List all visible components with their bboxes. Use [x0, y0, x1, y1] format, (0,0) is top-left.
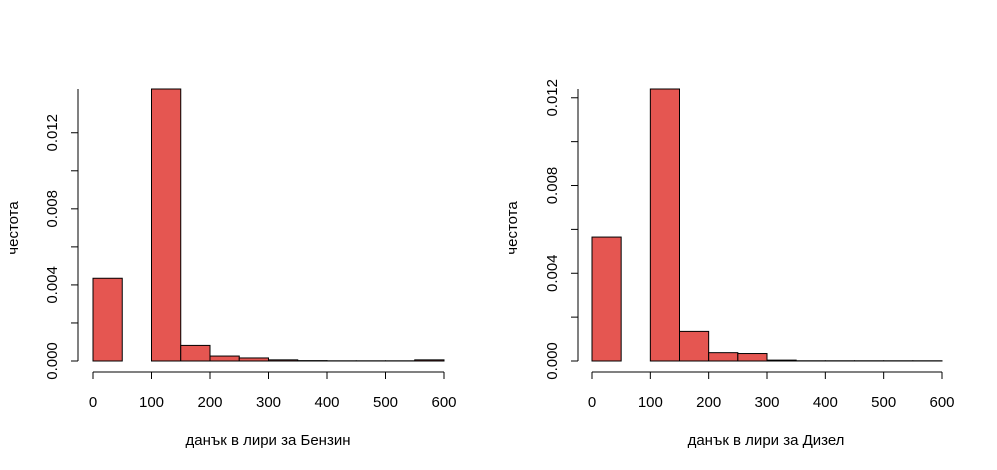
histogram-panel-1: 0 100 200 300 400 500 600 0.000 0.004 0.008 0.012… — [5, 88, 457, 449]
y-tick-label: 0.012 — [544, 79, 561, 117]
y-tick-label: 0.004 — [544, 254, 561, 292]
x-tick-label: 600 — [431, 394, 456, 411]
histogram-bar — [151, 88, 182, 362]
y-axis-title: честота — [5, 201, 22, 255]
x-tick-label: 100 — [638, 394, 663, 411]
histogram-bar — [649, 88, 680, 362]
y-tick-label: 0.008 — [44, 190, 61, 228]
histogram-bar — [737, 353, 768, 362]
y-tick-label: 0.004 — [44, 266, 61, 304]
histogram-bar — [180, 344, 211, 362]
histogram-bar — [92, 277, 123, 362]
x-tick-label: 100 — [139, 394, 164, 411]
x-axis-title: данък в лири за Бензин — [185, 432, 350, 449]
y-tick-label: 0.012 — [44, 114, 61, 152]
x-tick-label: 0 — [89, 394, 97, 411]
x-tick-label: 300 — [256, 394, 281, 411]
x-axis: 0 100 200 300 400 500 600 — [89, 371, 457, 411]
x-tick-label: 200 — [197, 394, 222, 411]
x-tick-label: 600 — [929, 394, 954, 411]
histogram-bars — [92, 88, 445, 362]
x-axis-title: данък в лири за Дизел — [688, 432, 845, 449]
histogram-bar — [766, 359, 797, 362]
histogram-bar — [679, 330, 710, 362]
histogram-bars — [591, 88, 943, 362]
histogram-panel-2: 0 100 200 300 400 500 600 0.000 0.004 0.008 0.012… — [504, 79, 955, 449]
histogram-bar — [414, 359, 445, 362]
x-tick-label: 400 — [314, 394, 339, 411]
histogram-bar — [708, 352, 739, 362]
histogram-bar — [209, 355, 240, 362]
x-tick-label: 400 — [813, 394, 838, 411]
y-tick-label: 0.000 — [44, 342, 61, 380]
x-tick-label: 300 — [754, 394, 779, 411]
x-tick-label: 200 — [696, 394, 721, 411]
y-axis: 0.000 0.004 0.008 0.012 — [44, 89, 79, 380]
y-axis: 0.000 0.004 0.008 0.012 — [544, 79, 579, 380]
y-axis-title: честота — [504, 201, 521, 255]
y-tick-label: 0.000 — [544, 342, 561, 380]
x-axis: 0 100 200 300 400 500 600 — [588, 371, 955, 411]
y-tick-label: 0.008 — [544, 167, 561, 205]
histogram-bar — [268, 359, 299, 362]
x-tick-label: 0 — [588, 394, 596, 411]
x-tick-label: 500 — [871, 394, 896, 411]
histogram-bar — [238, 357, 269, 362]
histogram-bar — [591, 236, 622, 362]
x-tick-label: 500 — [373, 394, 398, 411]
